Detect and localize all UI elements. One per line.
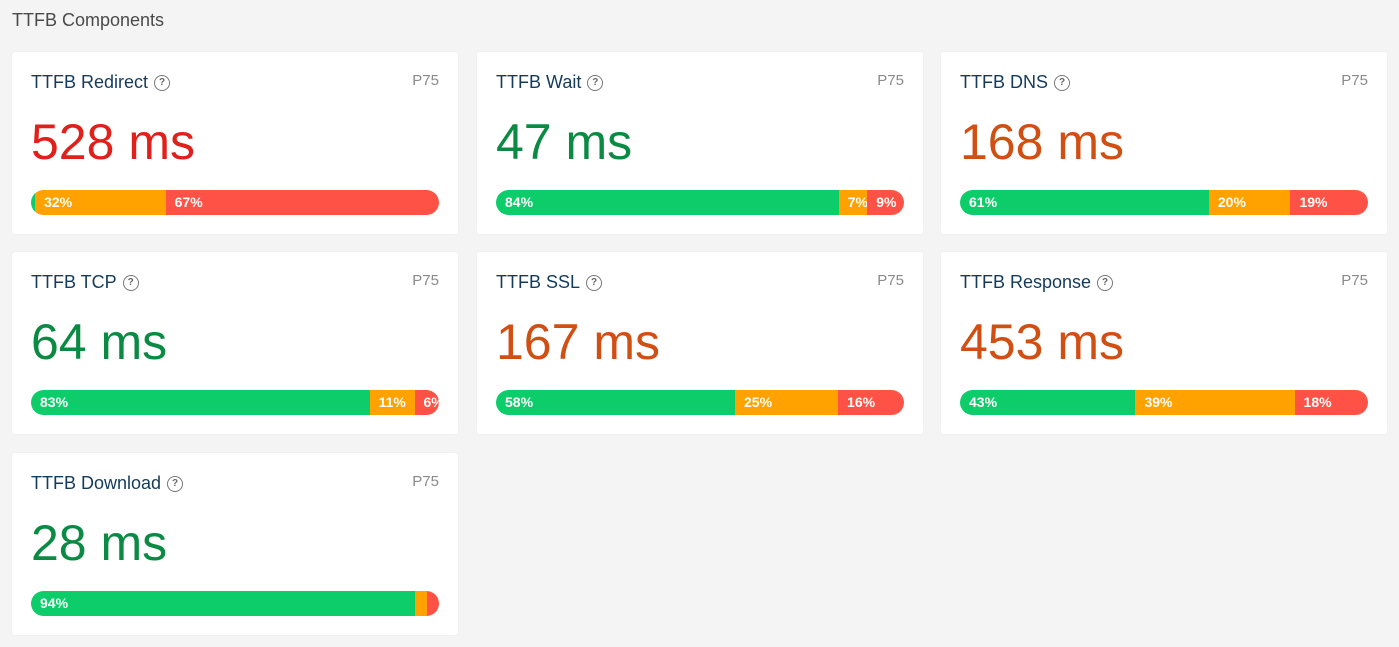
distribution-bar: 84% 7% 9% — [496, 190, 904, 215]
metric-value: 453 ms — [960, 314, 1124, 370]
metric-title: TTFB Wait — [496, 72, 582, 92]
percentile-label: P75 — [1341, 72, 1368, 89]
help-icon[interactable]: ? — [1097, 274, 1114, 291]
needs-improvement-segment: 7% — [838, 190, 868, 215]
help-icon[interactable]: ? — [122, 274, 139, 291]
help-icon[interactable]: ? — [167, 475, 184, 492]
metric-card: TTFB SSL ? P75 167 ms 58% 25% 16% — [477, 252, 923, 434]
needs-improvement-segment: 39% — [1135, 390, 1295, 415]
poor-segment — [426, 591, 439, 616]
good-segment — [31, 190, 36, 215]
poor-segment: 9% — [867, 190, 904, 215]
metric-card: TTFB Wait ? P75 47 ms 84% 7% 9% — [477, 52, 923, 234]
help-icon[interactable]: ? — [586, 274, 603, 291]
good-segment: 58% — [496, 390, 736, 415]
poor-segment: 18% — [1294, 390, 1368, 415]
distribution-bar: 32% 67% — [31, 190, 439, 215]
good-segment: 83% — [31, 390, 370, 415]
needs-improvement-segment: 11% — [369, 390, 415, 415]
poor-segment: 19% — [1290, 190, 1368, 215]
percentile-label: P75 — [412, 272, 439, 289]
metric-card: TTFB Download ? P75 28 ms 94% — [12, 453, 458, 635]
metric-title: TTFB DNS — [960, 72, 1048, 92]
needs-improvement-segment — [414, 591, 427, 616]
metric-value: 528 ms — [31, 114, 195, 170]
metric-card: TTFB Response ? P75 453 ms 43% 39% 18% — [941, 252, 1387, 434]
section-title: TTFB Components — [12, 10, 165, 30]
percentile-label: P75 — [1341, 272, 1368, 289]
distribution-bar: 43% 39% 18% — [960, 390, 1368, 415]
needs-improvement-segment: 20% — [1208, 190, 1291, 215]
poor-segment: 6% — [414, 390, 439, 415]
metric-title: TTFB SSL — [496, 272, 581, 292]
distribution-bar: 58% 25% 16% — [496, 390, 904, 415]
metric-title: TTFB TCP — [31, 272, 117, 292]
metric-value: 168 ms — [960, 114, 1124, 170]
metric-title: TTFB Download — [31, 473, 162, 493]
distribution-bar: 61% 20% 19% — [960, 190, 1368, 215]
metric-value: 64 ms — [31, 314, 168, 370]
poor-segment: 16% — [838, 390, 904, 415]
help-icon[interactable]: ? — [587, 74, 604, 91]
metric-value: 47 ms — [496, 114, 633, 170]
good-segment: 84% — [496, 190, 839, 215]
help-icon[interactable]: ? — [154, 74, 171, 91]
metric-card: TTFB DNS ? P75 168 ms 61% 20% 19% — [941, 52, 1387, 234]
good-segment: 61% — [960, 190, 1209, 215]
metric-value: 28 ms — [31, 515, 168, 571]
poor-segment: 67% — [165, 190, 439, 215]
needs-improvement-segment: 25% — [735, 390, 839, 415]
metric-title: TTFB Response — [960, 272, 1092, 292]
percentile-label: P75 — [412, 72, 439, 89]
metric-value: 167 ms — [496, 314, 660, 370]
percentile-label: P75 — [412, 473, 439, 490]
metric-title: TTFB Redirect — [31, 72, 149, 92]
distribution-bar: 94% — [31, 591, 439, 616]
metric-card: TTFB TCP ? P75 64 ms 83% 11% 6% — [12, 252, 458, 434]
needs-improvement-segment: 32% — [35, 190, 166, 215]
good-segment: 94% — [31, 591, 415, 616]
distribution-bar: 83% 11% 6% — [31, 390, 439, 415]
good-segment: 43% — [960, 390, 1136, 415]
percentile-label: P75 — [877, 72, 904, 89]
help-icon[interactable]: ? — [1054, 74, 1070, 91]
percentile-label: P75 — [877, 272, 904, 289]
metric-card: TTFB Redirect ? P75 528 ms 32% 67% — [12, 52, 458, 234]
